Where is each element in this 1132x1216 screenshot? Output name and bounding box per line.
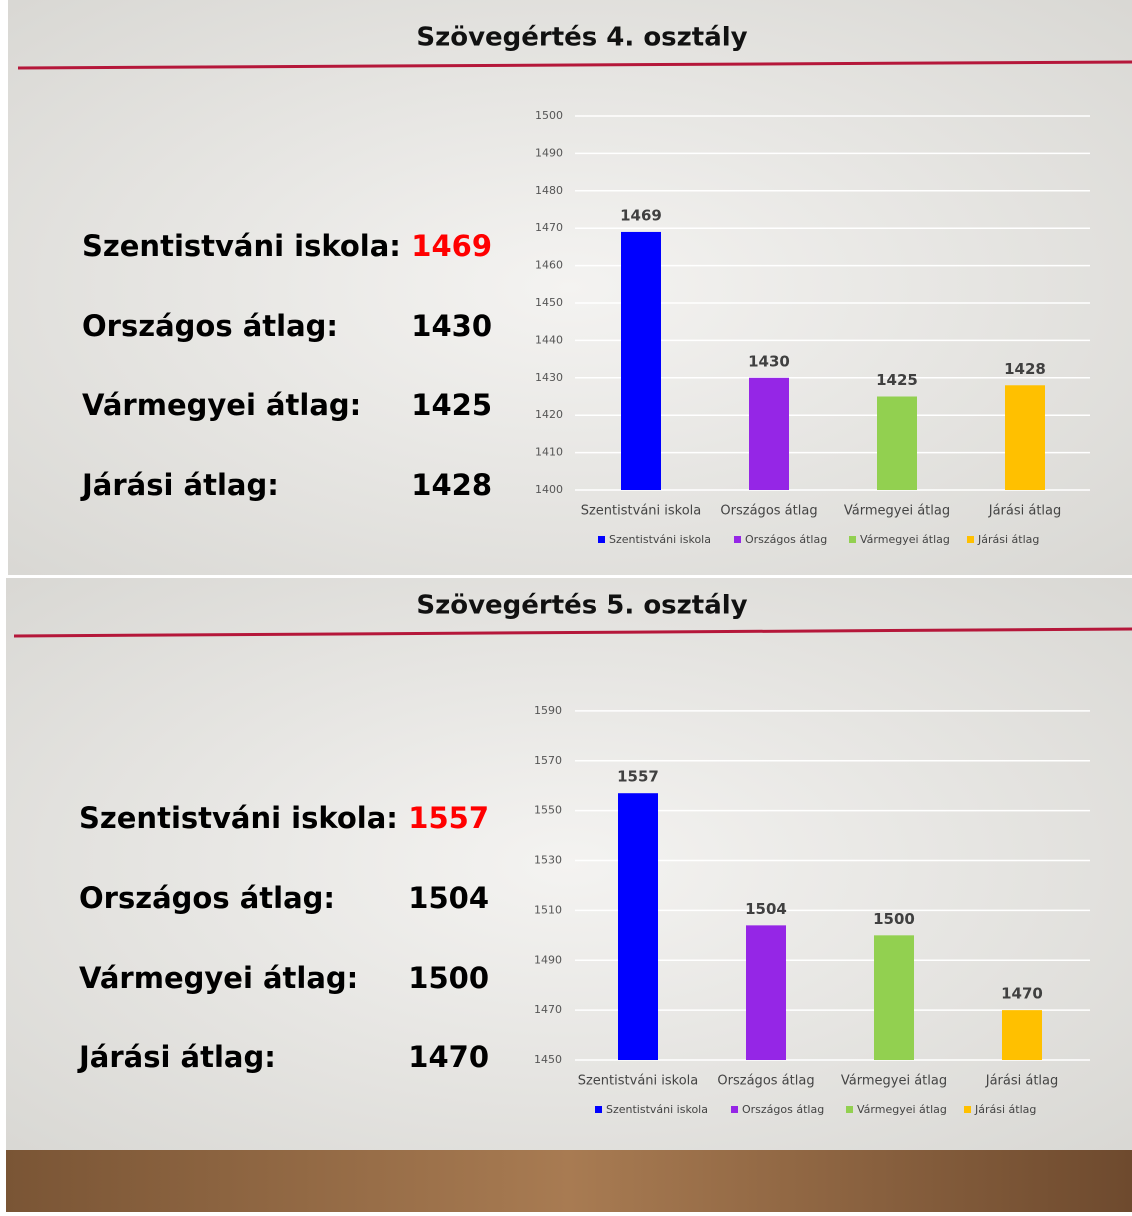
bar: [1002, 1010, 1042, 1060]
bar: [1005, 385, 1045, 490]
y-tick-label: 1400: [535, 483, 563, 496]
y-tick-label: 1510: [534, 903, 562, 916]
value-label: 1469: [620, 206, 662, 224]
y-tick-label: 1500: [535, 109, 563, 122]
legend-label: Országos átlag: [742, 1103, 824, 1116]
value-label: 1557: [617, 768, 659, 786]
value-label: 1430: [748, 352, 790, 370]
item-label: Országos átlag:: [79, 881, 335, 915]
y-tick-label: 1430: [535, 371, 563, 384]
y-tick-label: 1470: [535, 221, 563, 234]
x-tick-label: Járási átlag: [988, 504, 1062, 519]
item-value: 1504: [408, 881, 489, 915]
y-tick-label: 1550: [534, 804, 562, 817]
y-tick-label: 1530: [534, 854, 562, 867]
legend-swatch: [595, 1106, 602, 1113]
item-value: 1557: [408, 801, 489, 835]
y-tick-label: 1590: [534, 704, 562, 717]
x-tick-label: Szentistváni iskola: [581, 504, 702, 519]
y-tick-label: 1460: [535, 259, 563, 272]
bar: [877, 397, 917, 491]
legend-swatch: [734, 536, 741, 543]
value-label: 1470: [1001, 985, 1043, 1003]
value-label: 1428: [1004, 360, 1046, 378]
y-tick-label: 1420: [535, 408, 563, 421]
legend-swatch: [731, 1106, 738, 1113]
legend-label: Szentistváni iskola: [606, 1103, 708, 1116]
y-tick-label: 1440: [535, 333, 563, 346]
legend-label: Országos átlag: [745, 533, 827, 546]
item-label: Országos átlag:: [82, 309, 338, 343]
y-tick-label: 1450: [535, 296, 563, 309]
legend-label: Járási átlag: [974, 1103, 1036, 1116]
item-label: Szentistváni iskola:: [82, 229, 401, 263]
item-value: 1470: [408, 1040, 489, 1074]
legend-swatch: [967, 536, 974, 543]
page: Szövegértés 4. osztály Szentistváni iskol…: [0, 0, 1132, 1212]
x-tick-label: Szentistváni iskola: [578, 1074, 699, 1089]
bar: [618, 793, 658, 1060]
item-value: 1500: [408, 961, 489, 995]
legend-label: Vármegyei átlag: [860, 533, 950, 546]
value-label: 1500: [873, 910, 915, 928]
item-value: 1428: [411, 468, 492, 502]
y-tick-label: 1450: [534, 1053, 562, 1066]
item-label: Járási átlag:: [80, 468, 279, 502]
slide-title: Szövegértés 5. osztály: [416, 591, 747, 621]
y-tick-label: 1570: [534, 754, 562, 767]
item-value: 1469: [411, 229, 492, 263]
y-tick-label: 1480: [535, 184, 563, 197]
bar: [746, 925, 786, 1060]
y-tick-label: 1490: [534, 953, 562, 966]
legend-swatch: [846, 1106, 853, 1113]
legend-swatch: [849, 536, 856, 543]
item-label: Vármegyei átlag:: [79, 961, 358, 995]
x-tick-label: Vármegyei átlag: [841, 1074, 947, 1089]
legend-swatch: [964, 1106, 971, 1113]
bar: [874, 935, 914, 1060]
legend-swatch: [598, 536, 605, 543]
y-tick-label: 1490: [535, 146, 563, 159]
item-label: Járási átlag:: [77, 1040, 276, 1074]
value-label: 1425: [876, 371, 918, 389]
item-label: Vármegyei átlag:: [82, 388, 361, 422]
legend-label: Vármegyei átlag: [857, 1103, 947, 1116]
legend-label: Járási átlag: [977, 533, 1039, 546]
y-tick-label: 1470: [534, 1003, 562, 1016]
bar: [621, 232, 661, 490]
y-tick-label: 1410: [535, 446, 563, 459]
item-label: Szentistváni iskola:: [79, 801, 398, 835]
slide-title: Szövegértés 4. osztály: [416, 23, 747, 53]
bar: [749, 378, 789, 490]
x-tick-label: Országos átlag: [720, 504, 817, 519]
item-value: 1425: [411, 388, 492, 422]
x-tick-label: Vármegyei átlag: [844, 504, 950, 519]
value-label: 1504: [745, 900, 787, 918]
x-tick-label: Járási átlag: [985, 1074, 1059, 1089]
item-value: 1430: [411, 309, 492, 343]
legend-label: Szentistváni iskola: [609, 533, 711, 546]
wood-floor: [6, 1150, 1132, 1212]
x-tick-label: Országos átlag: [717, 1074, 814, 1089]
